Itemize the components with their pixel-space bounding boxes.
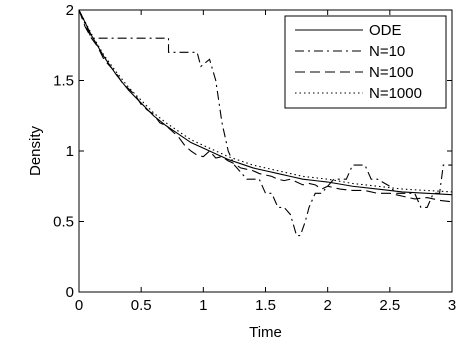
- x-tick-label: 0.5: [131, 297, 152, 314]
- x-tick-label: 1: [199, 297, 207, 314]
- legend-label: N=100: [369, 64, 414, 81]
- y-tick-label: 2: [66, 2, 74, 19]
- x-tick-label: 0: [75, 297, 83, 314]
- x-tick-label: 2.5: [379, 297, 400, 314]
- y-tick-label: 1.5: [53, 73, 74, 90]
- x-axis-label: Time: [249, 324, 282, 341]
- y-tick-label: 1: [66, 143, 74, 160]
- x-tick-label: 2: [323, 297, 331, 314]
- legend-label: N=1000: [369, 85, 422, 102]
- y-tick-label: 0: [66, 284, 74, 301]
- series-line-n-1000: [79, 10, 452, 193]
- series-line-ode: [79, 10, 452, 196]
- y-axis-label: Density: [27, 125, 44, 176]
- legend-label: ODE: [369, 22, 402, 39]
- legend-box: [284, 15, 447, 109]
- legend-label: N=10: [369, 43, 405, 60]
- x-tick-label: 3: [448, 297, 456, 314]
- series-line-n-100: [79, 10, 452, 203]
- x-tick-label: 1.5: [255, 297, 276, 314]
- y-tick-label: 0.5: [53, 214, 74, 231]
